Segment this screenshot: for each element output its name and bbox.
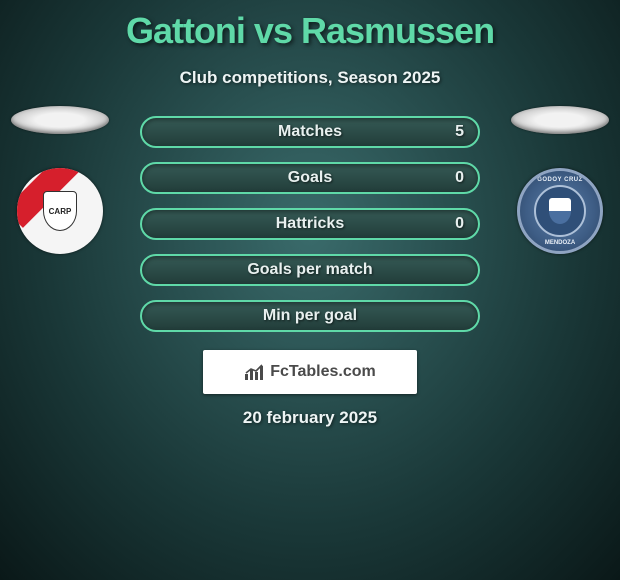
stat-pill-list: Matches 5 Goals 0 Hattricks 0 Goals per … — [140, 116, 480, 332]
brand-attribution[interactable]: FcTables.com — [203, 350, 417, 394]
player-left-avatar-placeholder — [11, 106, 109, 134]
godoy-top-text: GODOY CRUZ — [520, 177, 600, 183]
stat-row-goals-per-match: Goals per match — [140, 254, 480, 286]
stat-row-min-per-goal: Min per goal — [140, 300, 480, 332]
stat-right-value: 0 — [455, 215, 464, 233]
club-badge-left: CARP — [17, 168, 103, 254]
godoy-bot-text: MENDOZA — [520, 240, 600, 246]
club-badge-right: GODOY CRUZ MENDOZA — [517, 168, 603, 254]
player-right-column: GODOY CRUZ MENDOZA — [510, 106, 610, 254]
stats-area: CARP GODOY CRUZ MENDOZA Matches 5 Goals … — [0, 116, 620, 428]
river-plate-shield-icon: CARP — [43, 191, 77, 231]
subtitle: Club competitions, Season 2025 — [0, 68, 620, 88]
brand-text: FcTables.com — [270, 363, 376, 381]
player-left-column: CARP — [10, 106, 110, 254]
date-text: 20 february 2025 — [0, 408, 620, 428]
godoy-cruz-shield-icon — [534, 185, 586, 237]
stat-row-matches: Matches 5 — [140, 116, 480, 148]
stat-row-goals: Goals 0 — [140, 162, 480, 194]
stat-label: Matches — [278, 123, 342, 141]
stat-right-value: 0 — [455, 169, 464, 187]
stat-label: Goals — [288, 169, 332, 187]
page-title: Gattoni vs Rasmussen — [0, 0, 620, 52]
stat-label: Min per goal — [263, 307, 357, 325]
stat-label: Goals per match — [247, 261, 372, 279]
stat-label: Hattricks — [276, 215, 344, 233]
player-right-avatar-placeholder — [511, 106, 609, 134]
stat-row-hattricks: Hattricks 0 — [140, 208, 480, 240]
bar-chart-icon — [244, 363, 266, 381]
stat-right-value: 5 — [455, 123, 464, 141]
